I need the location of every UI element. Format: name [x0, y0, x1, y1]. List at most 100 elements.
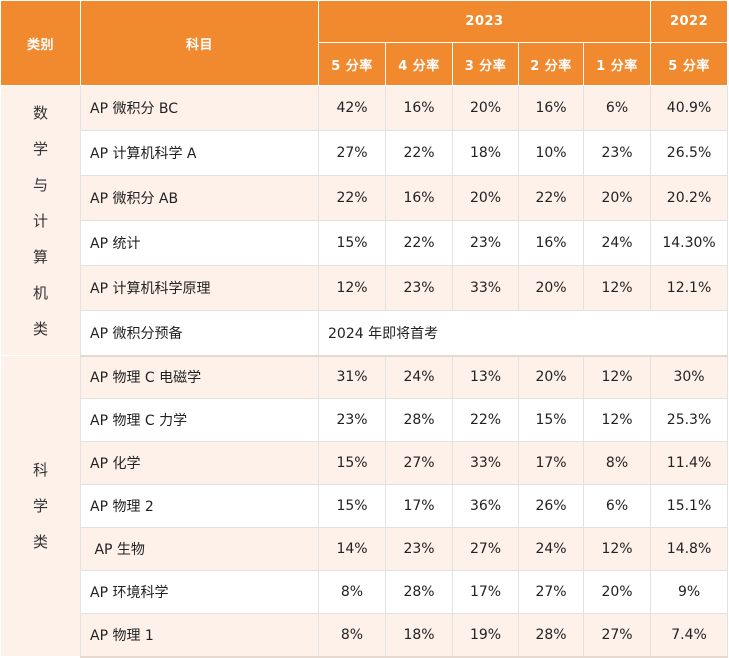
table-row: AP 物理 2 15% 17% 36% 26% 6% 15.1% [1, 484, 729, 528]
rate-2023-cell: 15% [318, 441, 386, 485]
table-row: AP 环境科学 8% 28% 17% 27% 20% 9% [1, 570, 729, 614]
subject-cell: AP 统计 [80, 220, 319, 266]
rate-2023-cell: 12% [582, 355, 652, 399]
rate-2023-cell: 16% [385, 175, 453, 221]
subject-cell: AP 物理 2 [80, 484, 319, 528]
rate-2023-cell: 24% [582, 220, 652, 266]
rate-2023-cell: 28% [385, 398, 453, 442]
rate-2023-cell: 20% [452, 175, 519, 221]
category-char: 类 [32, 319, 48, 338]
rate-header-5: 5 分率 [318, 42, 386, 86]
rate-2023-cell: 28% [518, 613, 584, 658]
table-row: AP 计算机科学原理 12% 23% 33% 20% 12% 12.1% [1, 265, 729, 311]
rate-2022-cell: 15.1% [650, 484, 729, 528]
table-header: 类别 科目 2023 2022 5 分率 4 分率 3 分率 2 分率 1 分率… [0, 0, 729, 86]
rate-2023-cell: 24% [518, 527, 584, 571]
category-char: 类 [32, 533, 48, 551]
rate-2023-cell: 23% [452, 220, 519, 266]
rate-2022-cell: 9% [650, 570, 729, 614]
rate-2022-cell: 20.2% [650, 175, 729, 221]
rate-2023-cell: 22% [385, 220, 453, 266]
subject-cell: AP 计算机科学原理 [80, 265, 319, 311]
subject-cell: AP 物理 1 [80, 613, 319, 658]
rate-2023-cell: 15% [518, 398, 584, 442]
rate-2023-cell: 8% [318, 570, 386, 614]
rate-2023-cell: 27% [385, 441, 453, 485]
category-char: 与 [32, 175, 48, 194]
table-row: 科学类 AP 物理 C 电磁学 31% 24% 13% 20% 12% 30% [0, 355, 729, 657]
rate-2023-cell: 28% [385, 570, 453, 614]
note-cell: 2024 年即将首考 [317, 310, 729, 357]
rate-2023-cell: 24% [385, 355, 453, 399]
table-body: 数学与计算机类 AP 微积分 BC 42% 16% 20% 16% 6% 40.9% AP 计算… [0, 85, 729, 658]
subject-cell: AP 微积分预备 [80, 310, 319, 357]
rate-2023-cell: 20% [582, 175, 652, 221]
rate-2023-cell: 36% [452, 484, 519, 528]
rate-2023-cell: 18% [452, 130, 519, 176]
rate-2023-cell: 27% [452, 527, 519, 571]
table-row: AP 微积分预备 2024 年即将首考 [1, 310, 729, 357]
rate-2023-cell: 42% [318, 85, 386, 131]
rate-header-1: 1 分率 [582, 42, 652, 86]
category-cell: 数学与计算机类 [0, 85, 81, 356]
table-row: AP 统计 15% 22% 23% 16% 24% 14.30% [1, 220, 729, 266]
category-char: 数 [32, 103, 48, 122]
category-char: 机 [32, 283, 48, 302]
category-cell: 科学类 [0, 355, 81, 657]
rate-header-2: 2 分率 [518, 42, 584, 86]
subject-header: 科目 [80, 0, 319, 86]
rate-2023-cell: 27% [518, 570, 584, 614]
rate-2023-cell: 17% [452, 570, 519, 614]
rate-2022-cell: 30% [650, 355, 729, 399]
rate-2023-cell: 16% [518, 220, 584, 266]
year-2023-header: 2023 [317, 0, 652, 43]
table-row: AP 化学 15% 27% 33% 17% 8% 11.4% [1, 441, 729, 485]
subject-cell: AP 物理 C 电磁学 [80, 355, 319, 399]
rate-2023-cell: 14% [318, 527, 386, 571]
rate-2023-cell: 20% [518, 265, 584, 311]
rate-2023-cell: 22% [518, 175, 584, 221]
rate-2023-cell: 27% [318, 130, 386, 176]
rate-2023-cell: 23% [385, 527, 453, 571]
table-row: AP 物理 1 8% 18% 19% 28% 27% 7.4% [1, 613, 729, 658]
subject-cell: AP 微积分 AB [80, 175, 319, 221]
subject-cell: AP 物理 C 力学 [80, 398, 319, 442]
rate-2023-cell: 12% [582, 527, 652, 571]
rate-2023-cell: 18% [385, 613, 453, 658]
rate-2023-cell: 23% [385, 265, 453, 311]
rate-2023-cell: 22% [452, 398, 519, 442]
table-row: AP 物理 C 力学 23% 28% 22% 15% 12% 25.3% [1, 398, 729, 442]
rate-2023-cell: 12% [582, 398, 652, 442]
rate-2022-cell: 14.8% [650, 527, 729, 571]
rate-2023-cell: 17% [518, 441, 584, 485]
rate-2023-cell: 20% [582, 570, 652, 614]
subject-cell: AP 生物 [80, 527, 319, 571]
category-char: 算 [32, 247, 48, 266]
rate-header-4: 4 分率 [385, 42, 453, 86]
rate-2023-cell: 20% [452, 85, 519, 131]
rate-2023-cell: 12% [582, 265, 652, 311]
category-char: 计 [32, 211, 48, 230]
rate-2022-cell: 11.4% [650, 441, 729, 485]
rate-2023-cell: 8% [318, 613, 386, 658]
table-row: AP 生物 14% 23% 27% 24% 12% 14.8% [1, 527, 729, 571]
rate-2023-cell: 10% [518, 130, 584, 176]
rate-2023-cell: 15% [318, 484, 386, 528]
rate-2023-cell: 8% [582, 441, 652, 485]
subject-cell: AP 微积分 BC [80, 85, 319, 131]
category-char: 学 [32, 139, 48, 158]
rate-2023-cell: 20% [518, 355, 584, 399]
category-char: 学 [32, 497, 48, 515]
rate-2023-cell: 16% [385, 85, 453, 131]
rate-2023-cell: 17% [385, 484, 453, 528]
subject-cell: AP 计算机科学 A [80, 130, 319, 176]
rate-2023-cell: 16% [518, 85, 584, 131]
year-2022-header: 2022 [650, 0, 729, 43]
rate-2023-cell: 33% [452, 441, 519, 485]
rate-2023-cell: 33% [452, 265, 519, 311]
rate-2023-cell: 6% [582, 484, 652, 528]
rate-2022-cell: 40.9% [650, 85, 729, 131]
rate-2022-cell: 7.4% [650, 613, 729, 658]
